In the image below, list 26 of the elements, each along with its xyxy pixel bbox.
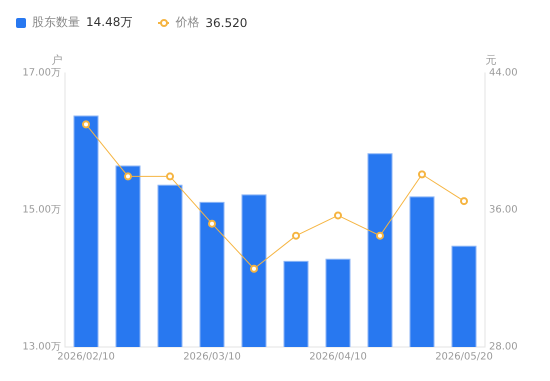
- y2-axis-title: 元: [486, 53, 496, 66]
- point: [292, 232, 300, 240]
- text: 14.48万: [86, 14, 132, 31]
- point: [208, 220, 216, 228]
- x-tick-label: 2026/02/10: [57, 352, 115, 363]
- x-tick-label: 2026/05/20: [435, 352, 493, 363]
- point: [124, 172, 132, 180]
- text: 36.520: [205, 16, 248, 30]
- y-axis-title: 户: [52, 53, 62, 66]
- x-tick-label: 2026/03/10: [183, 352, 241, 363]
- point: [334, 211, 342, 220]
- y2-tick-label: 28.00: [489, 342, 518, 353]
- point: [418, 170, 426, 178]
- y-tick-label: 17.00万: [22, 68, 61, 79]
- x-tick-label: 2026/04/10: [309, 352, 367, 363]
- y2-tick-label: 44.00: [489, 68, 518, 79]
- legend-label: 股东数量: [32, 14, 80, 31]
- y-tick-label: 13.00万: [22, 342, 61, 353]
- point: [460, 197, 468, 206]
- point: [82, 120, 90, 128]
- y-tick-label: 15.00万: [22, 204, 61, 216]
- point: [166, 172, 174, 180]
- y2-tick-label: 36.00: [489, 204, 518, 216]
- point: [250, 264, 258, 273]
- point: [376, 232, 384, 240]
- legend-label: 价格: [175, 14, 200, 31]
